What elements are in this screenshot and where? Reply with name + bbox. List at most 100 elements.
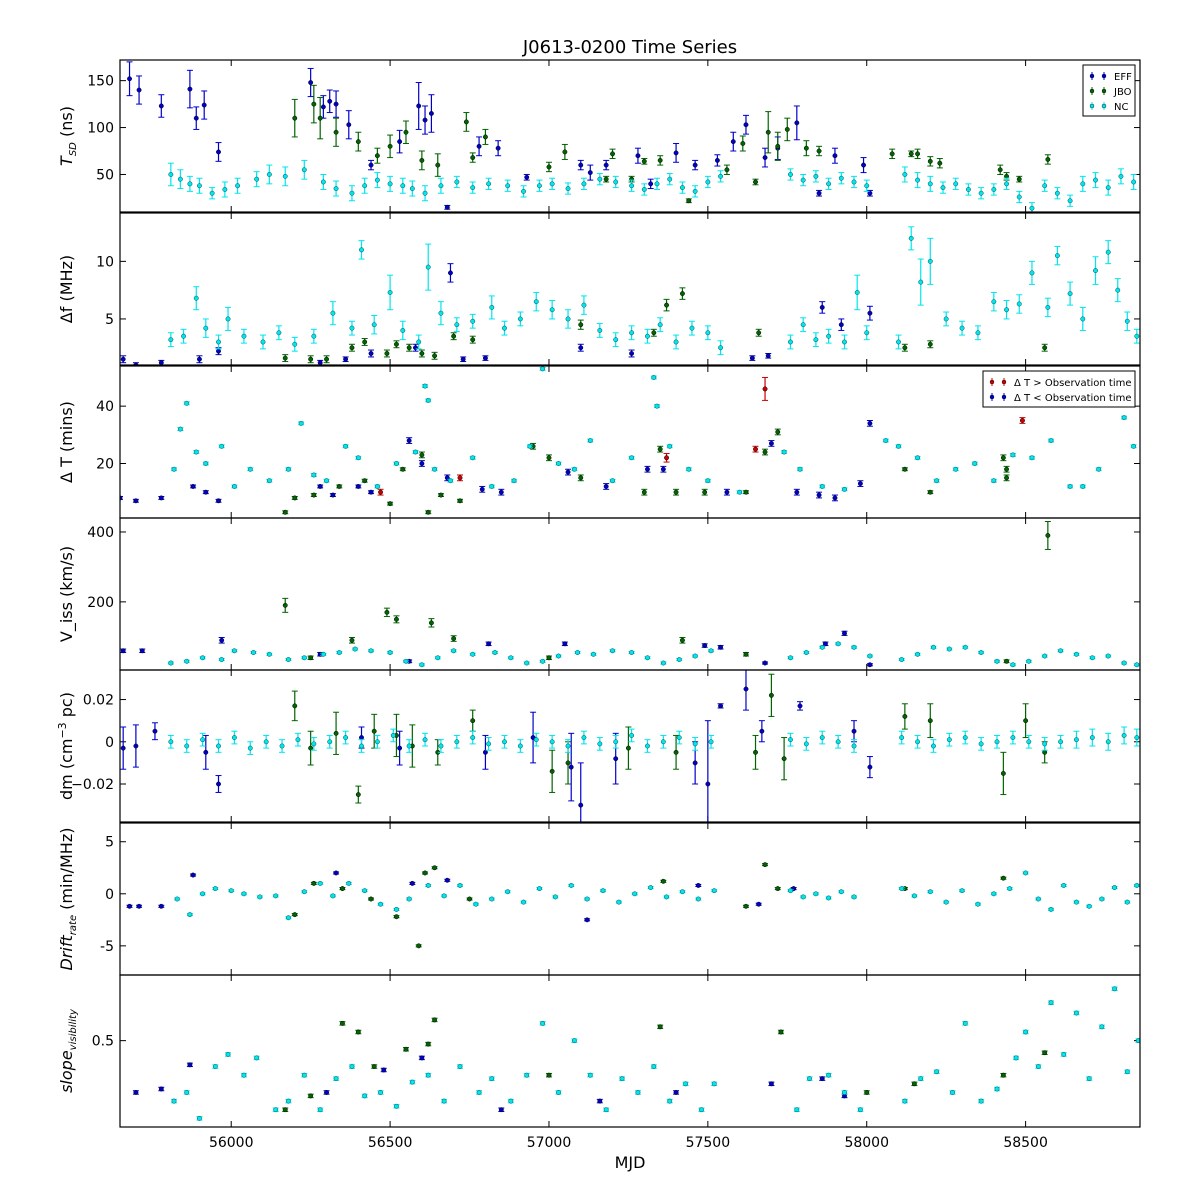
data-point xyxy=(212,1064,218,1069)
data-point xyxy=(282,355,288,361)
x-tick-label: 57000 xyxy=(527,1135,572,1151)
legend-label: Δ T > Observation time xyxy=(1014,378,1132,389)
data-point xyxy=(902,172,908,177)
data-point xyxy=(788,655,793,661)
data-point xyxy=(610,151,615,157)
data-point xyxy=(282,509,288,515)
data-point xyxy=(1096,466,1102,472)
data-point xyxy=(158,495,164,501)
data-point xyxy=(625,745,631,751)
data-point xyxy=(470,735,476,741)
data-point xyxy=(724,489,730,495)
data-point xyxy=(896,443,901,449)
data-point xyxy=(718,173,724,179)
data-point xyxy=(991,891,997,897)
data-point xyxy=(991,187,997,192)
data-point xyxy=(794,489,800,495)
data-point xyxy=(285,657,291,662)
data-point xyxy=(994,658,1000,664)
data-point xyxy=(486,181,492,187)
data-point xyxy=(867,420,873,426)
data-point xyxy=(743,651,749,657)
data-point xyxy=(695,883,701,888)
data-point xyxy=(448,478,453,484)
panel-frame xyxy=(119,517,1141,671)
data-point xyxy=(667,176,673,182)
data-point xyxy=(556,653,561,659)
data-point xyxy=(864,183,870,189)
data-point xyxy=(743,686,749,692)
data-point xyxy=(177,426,183,432)
data-point xyxy=(403,1046,409,1052)
data-point xyxy=(679,889,685,895)
data-point xyxy=(702,643,708,648)
panel-df: 5 10 Δf (MHz) xyxy=(57,212,1141,366)
data-point xyxy=(285,1098,291,1104)
data-point xyxy=(568,883,574,888)
data-point xyxy=(1000,770,1006,776)
data-point xyxy=(425,1072,431,1078)
data-point xyxy=(908,151,914,157)
data-point xyxy=(591,651,596,657)
data-point xyxy=(502,739,507,745)
data-point xyxy=(225,1052,231,1057)
data-point xyxy=(1067,198,1073,204)
data-point xyxy=(136,87,142,93)
data-point xyxy=(927,718,933,724)
data-point xyxy=(441,1098,447,1104)
data-point xyxy=(320,179,326,185)
series-dm-jbo xyxy=(291,673,1048,804)
data-point xyxy=(641,489,647,495)
data-point xyxy=(448,270,453,276)
legend-marker xyxy=(1089,103,1095,109)
series-tsd-eff xyxy=(126,61,873,210)
data-point xyxy=(263,739,269,745)
data-point xyxy=(422,870,428,876)
data-point xyxy=(946,646,952,652)
data-point xyxy=(454,739,460,745)
data-point xyxy=(422,383,428,389)
series-viss-nc xyxy=(167,641,1140,668)
data-point xyxy=(482,355,488,361)
data-point xyxy=(184,743,190,749)
data-point xyxy=(292,703,298,709)
data-point xyxy=(317,115,323,121)
data-point xyxy=(432,466,438,472)
y-tick-label: 40 xyxy=(96,399,114,415)
data-point xyxy=(406,743,412,749)
data-point xyxy=(228,888,234,894)
data-point xyxy=(765,129,771,135)
data-point xyxy=(1134,883,1140,888)
series-drift-jbo xyxy=(291,862,1007,949)
data-point xyxy=(260,339,266,345)
data-point xyxy=(1048,438,1054,444)
data-point xyxy=(343,356,349,362)
data-point xyxy=(1073,1010,1079,1016)
y-label-sub: visibility xyxy=(68,1008,79,1050)
data-point xyxy=(975,330,981,336)
data-point xyxy=(788,888,793,894)
data-point xyxy=(911,893,917,899)
data-point xyxy=(819,644,825,650)
data-point xyxy=(454,322,460,328)
x-tick-label: 56500 xyxy=(368,1135,413,1151)
data-point xyxy=(1000,875,1006,881)
data-point xyxy=(333,186,339,191)
data-point xyxy=(819,735,825,741)
data-point xyxy=(216,149,221,155)
data-point xyxy=(524,1072,530,1078)
data-point xyxy=(578,802,584,808)
data-point xyxy=(533,299,539,305)
data-point xyxy=(603,1107,609,1113)
data-point xyxy=(193,295,199,301)
data-point xyxy=(1058,739,1064,745)
panel-data xyxy=(132,986,1140,1121)
data-point xyxy=(273,893,279,899)
data-point xyxy=(441,893,447,899)
data-point xyxy=(508,1098,514,1104)
y-axis-label: Δf (MHz) xyxy=(57,255,76,323)
data-point xyxy=(816,190,822,196)
data-point xyxy=(1035,1064,1041,1069)
data-point xyxy=(1105,249,1111,255)
